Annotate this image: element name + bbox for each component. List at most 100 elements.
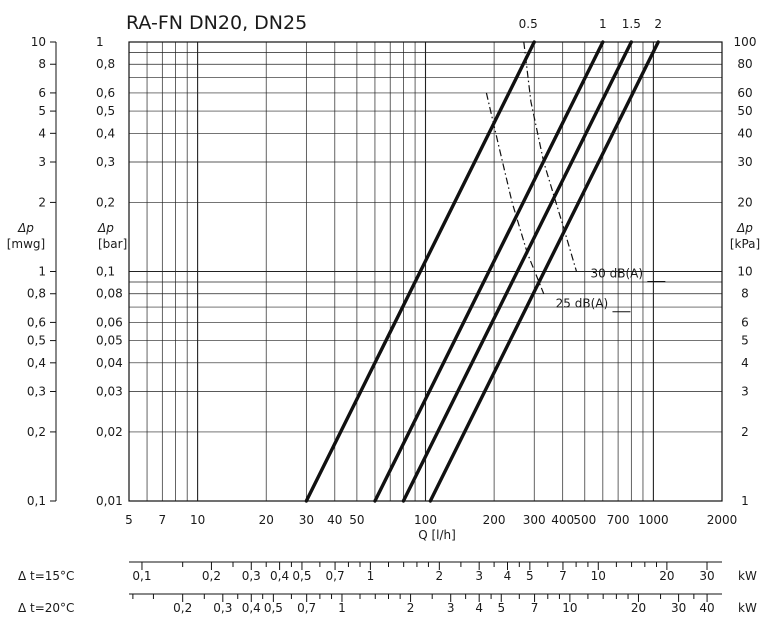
y-tick-label-kpa: 50	[737, 104, 752, 118]
kw-tick-label: 0,4	[242, 601, 261, 615]
axis-labels: 0.5 1 1.5 2 30 dB(A) 25 dB(A) 5 7 10 20 30 40 50 100 2…	[27, 17, 757, 527]
kw-tick-label: 3	[475, 569, 483, 583]
kw-tick-label: 0,7	[326, 569, 345, 583]
kw-axis-20-label: Δ t=20°C	[18, 601, 74, 615]
y-tick-label-mwg: 0,8	[27, 287, 46, 301]
y-tick-label-kpa: 6	[741, 315, 749, 329]
x-tick-label: 40	[327, 513, 342, 527]
y-axis-title-mwg-line2: [mwg]	[7, 237, 45, 251]
y-tick-label-mwg: 0,6	[27, 315, 46, 329]
kw-tick-label: 4	[475, 601, 483, 615]
series-label: 0.5	[519, 17, 538, 31]
y-tick-label-bar: 0,06	[96, 315, 123, 329]
y-tick-label-mwg: 1	[38, 265, 46, 279]
x-tick-label: 30	[299, 513, 314, 527]
y-tick-label-mwg: 8	[38, 57, 46, 71]
y-tick-label-bar: 1	[96, 35, 104, 49]
y-tick-label-bar: 0,5	[96, 104, 115, 118]
kw-tick-label: 7	[531, 601, 539, 615]
plot-border	[128, 41, 723, 502]
kw-tick-label: 30	[699, 569, 714, 583]
kw-tick-label: 20	[631, 601, 646, 615]
kw-tick-label: 1	[367, 569, 375, 583]
kw-tick-label: 4	[504, 569, 512, 583]
y-tick-label-mwg: 2	[38, 195, 46, 209]
kw-tick-label: 0,1	[132, 569, 151, 583]
kw-tick-label: 10	[591, 569, 606, 583]
y-tick-label-mwg: 5	[38, 104, 46, 118]
noise-curves	[485, 41, 578, 294]
y-axis-title-kpa-line1: Δp	[736, 221, 753, 235]
y-tick-label-kpa: 8	[741, 287, 749, 301]
y-tick-label-mwg: 10	[31, 35, 46, 49]
kw-axis-15-unit: kW	[738, 569, 757, 583]
noise-label: 30 dB(A)	[591, 267, 644, 281]
kw-tick-label: 3	[447, 601, 455, 615]
kw-tick-label: 1	[338, 601, 346, 615]
kw-tick-label: 30	[671, 601, 686, 615]
series-label: 2	[654, 17, 662, 31]
series-label: 1.5	[622, 17, 641, 31]
y-tick-label-bar: 0,02	[96, 425, 123, 439]
y-tick-label-kpa: 30	[737, 155, 752, 169]
kw-tick-label: 20	[659, 569, 674, 583]
y-axis-title-kpa-line2: [kPa]	[730, 237, 760, 251]
y-tick-label-kpa: 3	[741, 385, 749, 399]
kw-tick-label: 0,3	[213, 601, 232, 615]
kw-tick-label: 5	[526, 569, 534, 583]
y-tick-label-bar: 0,3	[96, 155, 115, 169]
y-tick-label-bar: 0,8	[96, 57, 115, 71]
y-tick-label-kpa: 80	[737, 57, 752, 71]
y-tick-label-bar: 0,03	[96, 385, 123, 399]
x-tick-label: 10	[190, 513, 205, 527]
x-axis-label: Q [l/h]	[418, 528, 456, 542]
y-tick-label-kpa: 1	[741, 494, 749, 508]
y-tick-label-mwg: 3	[38, 155, 46, 169]
noise-label: 25 dB(A)	[556, 297, 609, 311]
y-tick-label-bar: 0,04	[96, 356, 123, 370]
series-label: 1	[599, 17, 607, 31]
kw-tick-label: 7	[559, 569, 567, 583]
y-axis-title-bar: Δp [bar]	[97, 221, 127, 251]
y-tick-label-kpa: 2	[741, 425, 749, 439]
flow-curve-2	[428, 40, 660, 503]
y-tick-label-bar: 0,05	[96, 334, 123, 348]
y-tick-label-bar: 0,01	[96, 494, 123, 508]
flow-curve-0.5	[304, 40, 536, 503]
y-tick-label-bar: 0,2	[96, 195, 115, 209]
x-tick-label: 400	[551, 513, 574, 527]
y-tick-label-mwg: 0,4	[27, 356, 46, 370]
kw-tick-label: 0,7	[297, 601, 316, 615]
y-tick-label-kpa: 10	[737, 265, 752, 279]
y-tick-label-kpa: 5	[741, 334, 749, 348]
kw-tick-label: 0,4	[270, 569, 289, 583]
y-tick-label-kpa: 100	[734, 35, 757, 49]
noise-curve	[523, 41, 578, 272]
kw-tick-label: 40	[699, 601, 714, 615]
y-tick-label-bar: 0,6	[96, 86, 115, 100]
y-tick-label-bar: 0,08	[96, 287, 123, 301]
x-tick-label: 500	[573, 513, 596, 527]
y-tick-label-mwg: 0,3	[27, 385, 46, 399]
flow-curve-1	[373, 40, 605, 503]
y-tick-label-kpa: 20	[737, 195, 752, 209]
y-axis-title-kpa: Δp [kPa]	[730, 221, 760, 251]
flow-curve-1.5	[401, 40, 634, 503]
y-tick-label-mwg: 0,1	[27, 494, 46, 508]
y-tick-label-bar: 0,1	[96, 265, 115, 279]
y-tick-label-mwg: 0,5	[27, 334, 46, 348]
kw-tick-label: 0,3	[242, 569, 261, 583]
y-tick-label-kpa: 60	[737, 86, 752, 100]
kw-tick-label: 0,2	[202, 569, 221, 583]
x-tick-label: 200	[483, 513, 506, 527]
x-tick-label: 2000	[707, 513, 738, 527]
x-tick-label: 300	[523, 513, 546, 527]
x-tick-label: 20	[259, 513, 274, 527]
chart-title: RA-FN DN20, DN25	[126, 12, 307, 34]
x-tick-label: 1000	[638, 513, 669, 527]
x-tick-label: 5	[125, 513, 133, 527]
y-tick-label-bar: 0,4	[96, 126, 115, 140]
plot-frame	[128, 41, 723, 502]
y-tick-label-kpa: 4	[741, 356, 749, 370]
